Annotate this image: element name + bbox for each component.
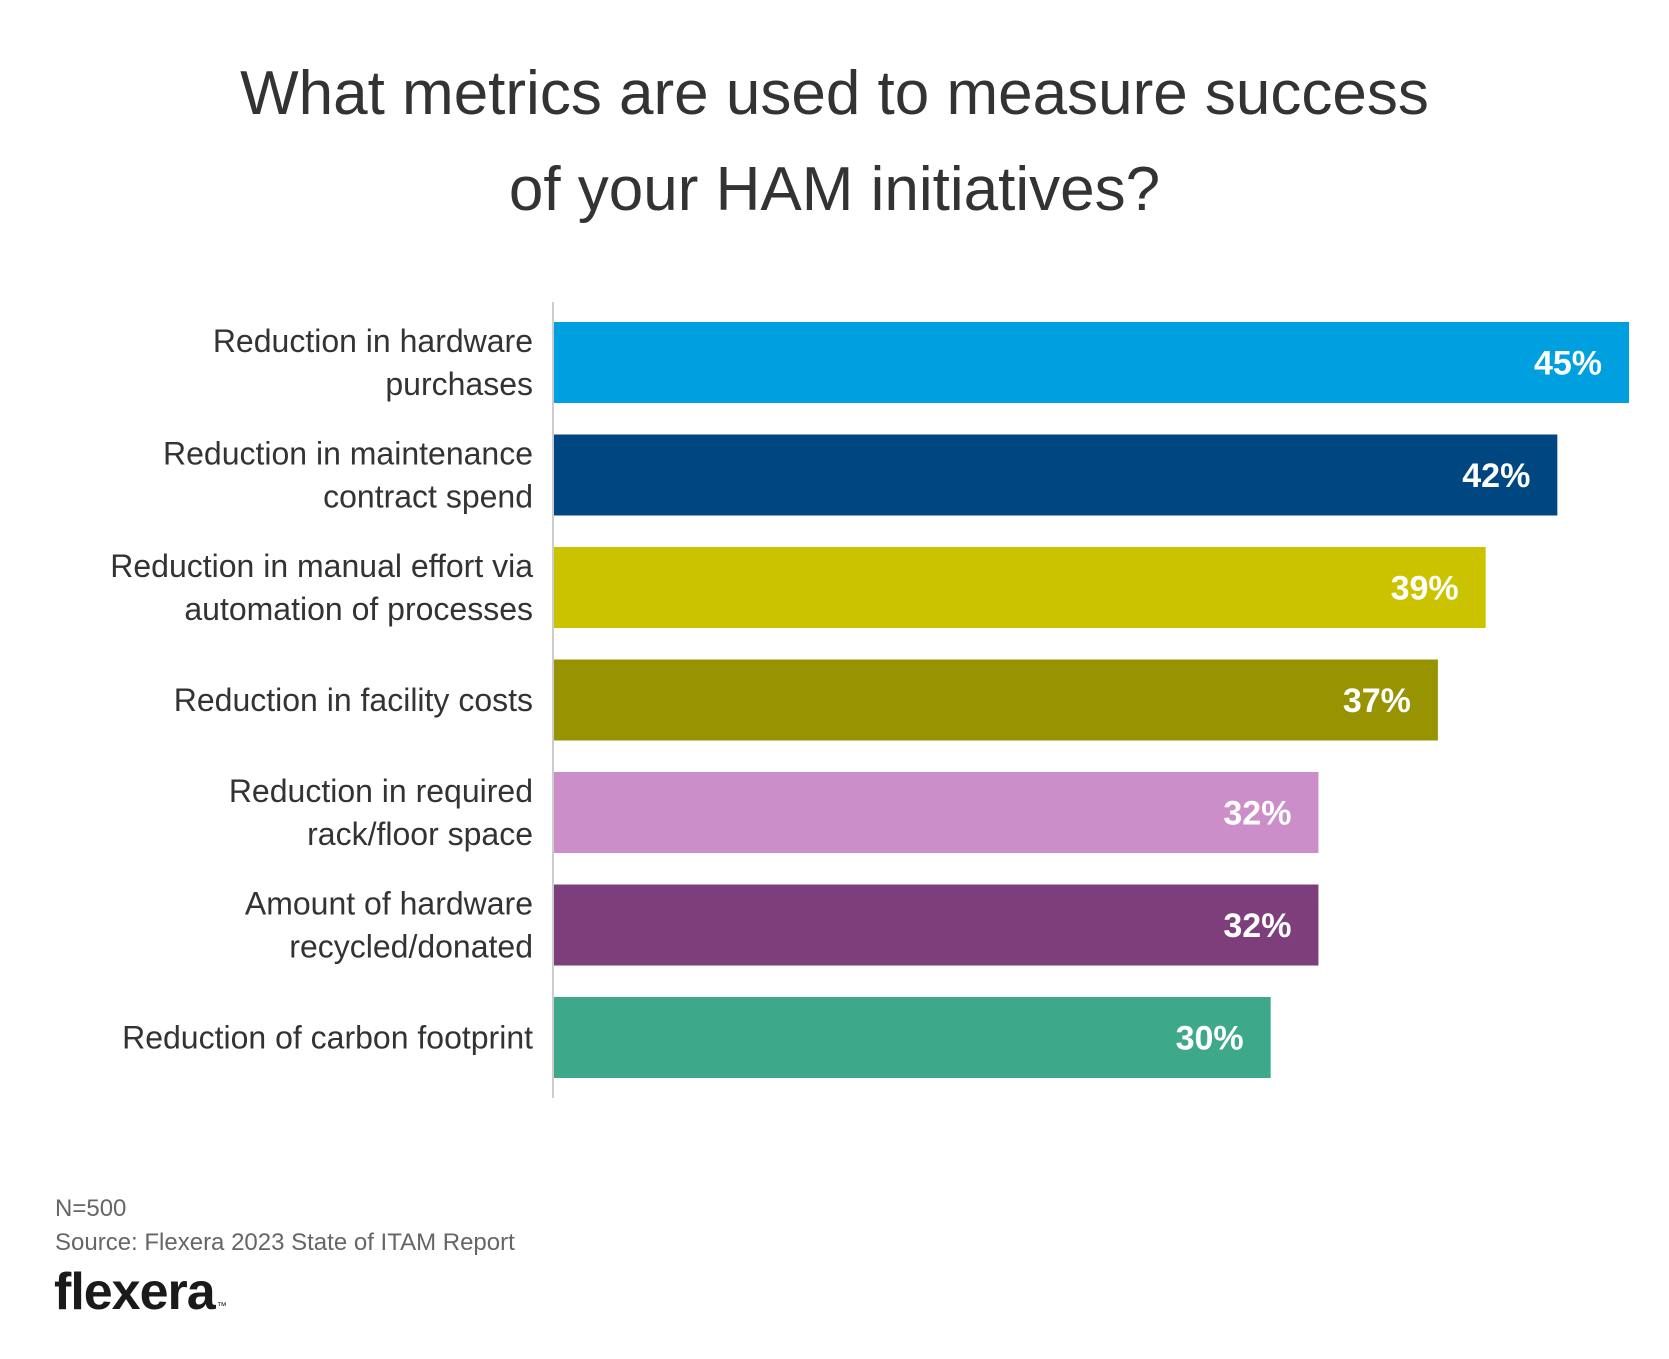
logo-text: flexera [54, 1263, 216, 1321]
logo-trademark: ™ [216, 1301, 227, 1312]
bar-value-label: 32% [1223, 907, 1291, 945]
bar-value-label: 30% [1176, 1020, 1244, 1058]
bar [554, 322, 1629, 403]
bar-value-label: 42% [1462, 457, 1530, 495]
bar [554, 772, 1319, 853]
chart-title-line-2: of your HAM initiatives? [508, 155, 1161, 224]
bar-value-label: 37% [1343, 682, 1411, 720]
category-label: rack/floor space [307, 816, 533, 852]
category-label: recycled/donated [289, 929, 533, 965]
category-label: Reduction in hardware [213, 323, 533, 359]
flexera-logo: flexera ™ [54, 1262, 227, 1337]
bar [554, 997, 1271, 1078]
sample-size-note: N=500 [55, 1195, 127, 1222]
category-label: Amount of hardware [245, 886, 533, 922]
category-label: purchases [385, 366, 533, 402]
bar-value-label: 39% [1391, 570, 1459, 608]
bar [554, 659, 1438, 741]
category-label: Reduction of carbon footprint [122, 1020, 533, 1056]
category-label: Reduction in maintenance [163, 436, 533, 472]
bar-value-label: 32% [1223, 795, 1291, 833]
source-note: Source: Flexera 2023 State of ITAM Repor… [55, 1229, 515, 1256]
bar-value-label: 45% [1534, 345, 1602, 383]
category-label: Reduction in manual effort via [110, 548, 533, 584]
chart-footer: N=500 Source: Flexera 2023 State of ITAM… [55, 1192, 515, 1260]
category-label: automation of processes [184, 591, 533, 627]
chart-title-line-1: What metrics are used to measure success [240, 59, 1429, 128]
category-label: contract spend [323, 479, 533, 515]
bar [554, 884, 1319, 966]
chart-title: What metrics are used to measure success… [0, 46, 1669, 238]
category-label: Reduction in facility costs [174, 682, 533, 718]
bar [554, 434, 1558, 516]
bar [554, 547, 1486, 628]
category-label: Reduction in required [229, 773, 533, 809]
